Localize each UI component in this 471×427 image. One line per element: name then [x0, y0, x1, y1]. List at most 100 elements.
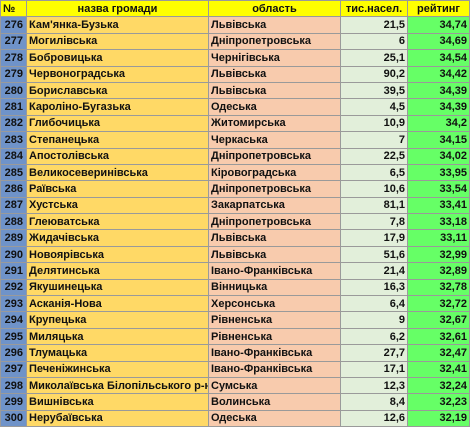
- rating-value: 33,41: [407, 196, 470, 215]
- table-row: 296 Тлумацька Івано-Франківська 27,7 32,47: [0, 344, 470, 362]
- header-row: № назва громади область тис.насел. рейти…: [0, 0, 470, 18]
- row-number: 284: [0, 147, 27, 165]
- region-name: Волинська: [208, 393, 341, 411]
- population-value: 90,2: [340, 65, 408, 83]
- table-row: 293 Асканія-Нова Херсонська 6,4 32,72: [0, 295, 470, 313]
- row-number: 291: [0, 262, 27, 280]
- rating-value: 32,41: [407, 360, 470, 378]
- rating-value: 32,61: [407, 327, 470, 346]
- community-name: Кам'янка-Бузька: [26, 16, 209, 34]
- community-name: Печеніжинська: [26, 360, 209, 378]
- table-row: 281 Кароліно-Бугазька Одеська 4,5 34,39: [0, 98, 470, 116]
- rating-value: 34,74: [407, 16, 470, 34]
- community-name: Кароліно-Бугазька: [26, 98, 209, 116]
- population-value: 21,4: [340, 262, 408, 280]
- row-number: 285: [0, 163, 27, 182]
- rating-value: 33,11: [407, 229, 470, 247]
- community-name: Червоноградська: [26, 65, 209, 83]
- population-value: 6,5: [340, 163, 408, 182]
- population-value: 17,9: [340, 229, 408, 247]
- table-row: 279 Червоноградська Львівська 90,2 34,42: [0, 65, 470, 83]
- population-value: 4,5: [340, 98, 408, 116]
- community-name: Делятинська: [26, 262, 209, 280]
- region-name: Львівська: [208, 229, 341, 247]
- region-name: Львівська: [208, 245, 341, 264]
- population-value: 22,5: [340, 147, 408, 165]
- region-name: Дніпропетровська: [208, 213, 341, 231]
- table-row: 288 Глеюватська Дніпропетровська 7,8 33,18: [0, 213, 470, 231]
- region-name: Івано-Франківська: [208, 262, 341, 280]
- table-row: 299 Вишнівська Волинська 8,4 32,23: [0, 393, 470, 411]
- population-value: 51,6: [340, 245, 408, 264]
- table-row: 289 Жидачівська Львівська 17,9 33,11: [0, 229, 470, 247]
- rating-value: 34,39: [407, 81, 470, 100]
- rating-value: 34,42: [407, 65, 470, 83]
- rating-value: 33,95: [407, 163, 470, 182]
- header-name: назва громади: [26, 0, 209, 18]
- community-name: Нерубаївська: [26, 409, 209, 427]
- table-row: 291 Делятинська Івано-Франківська 21,4 32,89: [0, 262, 470, 280]
- region-name: Львівська: [208, 16, 341, 34]
- row-number: 300: [0, 409, 27, 427]
- rating-value: 34,02: [407, 147, 470, 165]
- table-row: 297 Печеніжинська Івано-Франківська 17,1 32,…: [0, 360, 470, 378]
- region-name: Одеська: [208, 409, 341, 427]
- community-name: Асканія-Нова: [26, 295, 209, 313]
- region-name: Івано-Франківська: [208, 344, 341, 362]
- rating-value: 34,54: [407, 49, 470, 67]
- row-number: 297: [0, 360, 27, 378]
- community-name: Апостолівська: [26, 147, 209, 165]
- region-name: Вінницька: [208, 278, 341, 297]
- rating-value: 34,2: [407, 114, 470, 133]
- community-name: Глеюватська: [26, 213, 209, 231]
- header-population: тис.насел.: [340, 0, 408, 18]
- region-name: Дніпропетровська: [208, 180, 341, 198]
- row-number: 277: [0, 32, 27, 51]
- table-row: 278 Бобровицька Чернігівська 25,1 34,54: [0, 49, 470, 67]
- community-name: Миляцька: [26, 327, 209, 346]
- population-value: 81,1: [340, 196, 408, 215]
- row-number: 295: [0, 327, 27, 346]
- rating-value: 32,89: [407, 262, 470, 280]
- table-row: 285 Великосеверинівська Кіровоградська 6,5 3…: [0, 163, 470, 182]
- region-name: Херсонська: [208, 295, 341, 313]
- row-number: 283: [0, 131, 27, 149]
- population-value: 7,8: [340, 213, 408, 231]
- community-name: Бобровицька: [26, 49, 209, 67]
- rating-value: 32,67: [407, 311, 470, 329]
- community-name: Хустська: [26, 196, 209, 215]
- community-name: Степанецька: [26, 131, 209, 149]
- table-row: 284 Апостолівська Дніпропетровська 22,5 34,0…: [0, 147, 470, 165]
- row-number: 298: [0, 376, 27, 395]
- rating-value: 32,24: [407, 376, 470, 395]
- row-number: 293: [0, 295, 27, 313]
- table-row: 277 Могилівська Дніпропетровська 6 34,69: [0, 32, 470, 51]
- community-name: Великосеверинівська: [26, 163, 209, 182]
- row-number: 287: [0, 196, 27, 215]
- row-number: 299: [0, 393, 27, 411]
- header-rating: рейтинг: [407, 0, 470, 18]
- community-name: Бориславська: [26, 81, 209, 100]
- row-number: 292: [0, 278, 27, 297]
- rating-value: 33,54: [407, 180, 470, 198]
- community-name: Тлумацька: [26, 344, 209, 362]
- population-value: 6,2: [340, 327, 408, 346]
- rating-value: 33,18: [407, 213, 470, 231]
- row-number: 276: [0, 16, 27, 34]
- population-value: 7: [340, 131, 408, 149]
- region-name: Рівненська: [208, 311, 341, 329]
- table-row: 298 Миколаївська Білопільського р-ну Сумсь…: [0, 376, 470, 395]
- rating-value: 32,19: [407, 409, 470, 427]
- table-row: 282 Глибочицька Житомирська 10,9 34,2: [0, 114, 470, 133]
- row-number: 279: [0, 65, 27, 83]
- rating-value: 32,23: [407, 393, 470, 411]
- table-row: 286 Раївська Дніпропетровська 10,6 33,54: [0, 180, 470, 198]
- population-value: 39,5: [340, 81, 408, 100]
- community-name: Миколаївська Білопільського р-ну: [26, 376, 209, 395]
- table-row: 294 Крупецька Рівненська 9 32,67: [0, 311, 470, 329]
- rating-value: 32,72: [407, 295, 470, 313]
- rating-value: 34,39: [407, 98, 470, 116]
- table-row: 276 Кам'янка-Бузька Львівська 21,5 34,74: [0, 16, 470, 34]
- row-number: 289: [0, 229, 27, 247]
